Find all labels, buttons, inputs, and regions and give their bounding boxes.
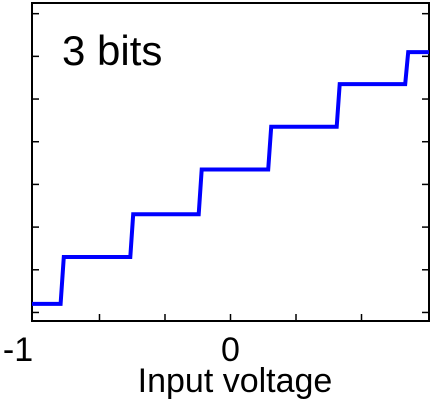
x-axis-ticks [32,314,429,321]
quantizer-step-line [32,52,429,304]
x-tick-label-0: -1 [3,331,33,369]
x-axis-title: Input voltage [138,362,333,400]
bits-annotation: 3 bits [62,27,162,74]
